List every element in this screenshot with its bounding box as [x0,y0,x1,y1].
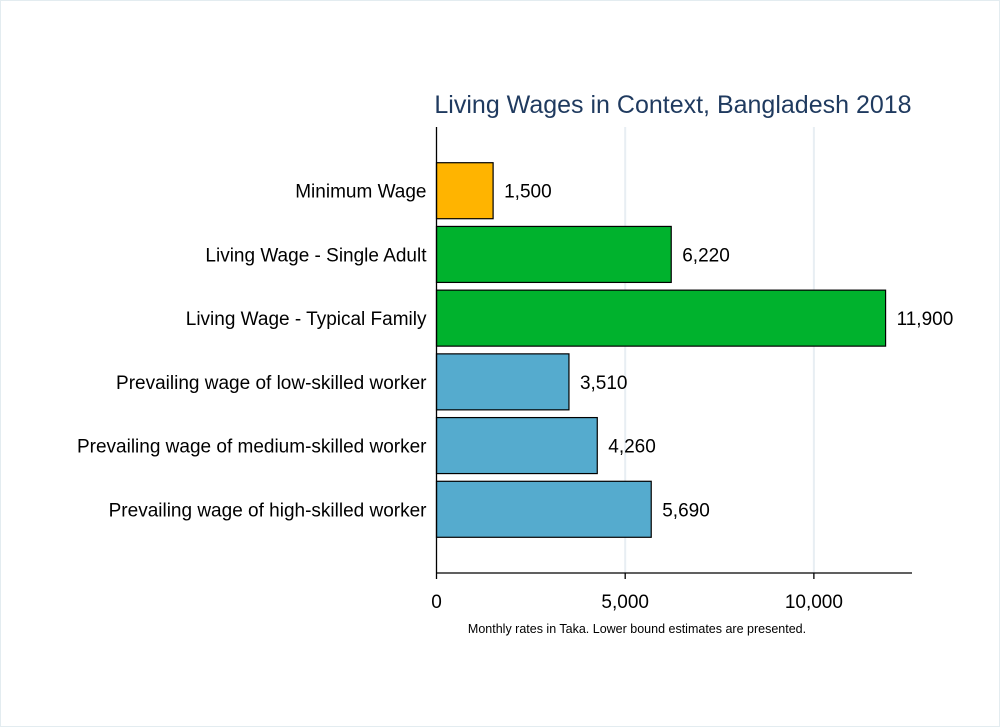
y-tick-label: Minimum Wage [295,182,426,203]
bar [435,480,652,538]
data-label: 6,220 [682,245,730,266]
x-tick-label: 10,000 [785,592,843,613]
data-label: 3,510 [580,373,628,394]
gridlines [624,127,815,573]
x-tick-label: 5,000 [601,592,649,613]
y-tick-label: Prevailing wage of medium-skilled worker [77,437,427,458]
y-tick-label: Prevailing wage of low-skilled worker [116,373,427,394]
y-tick-label: Prevailing wage of high-skilled worker [109,500,428,521]
axes: 0 5,000 10,000 Minimum Wage Living Wage - Si… [77,127,912,613]
x-tick-label: 0 [431,592,442,613]
data-label: 5,690 [662,500,710,521]
bar [435,416,598,475]
bar [435,289,887,347]
bar [435,225,672,284]
chart-note: Monthly rates in Taka. Lower bound estim… [468,622,806,636]
data-label: 4,260 [608,437,656,458]
data-label: 1,500 [504,182,552,203]
chart-title: Living Wages in Context, Bangladesh 2018 [434,91,911,119]
bars: 1,500 6,220 11,900 3,510 4,260 5,690 [435,162,954,538]
bar [435,353,570,411]
y-tick-label: Living Wage - Typical Family [186,309,427,330]
bar [435,162,494,220]
y-tick-label: Living Wage - Single Adult [205,245,427,266]
data-label: 11,900 [897,309,954,330]
